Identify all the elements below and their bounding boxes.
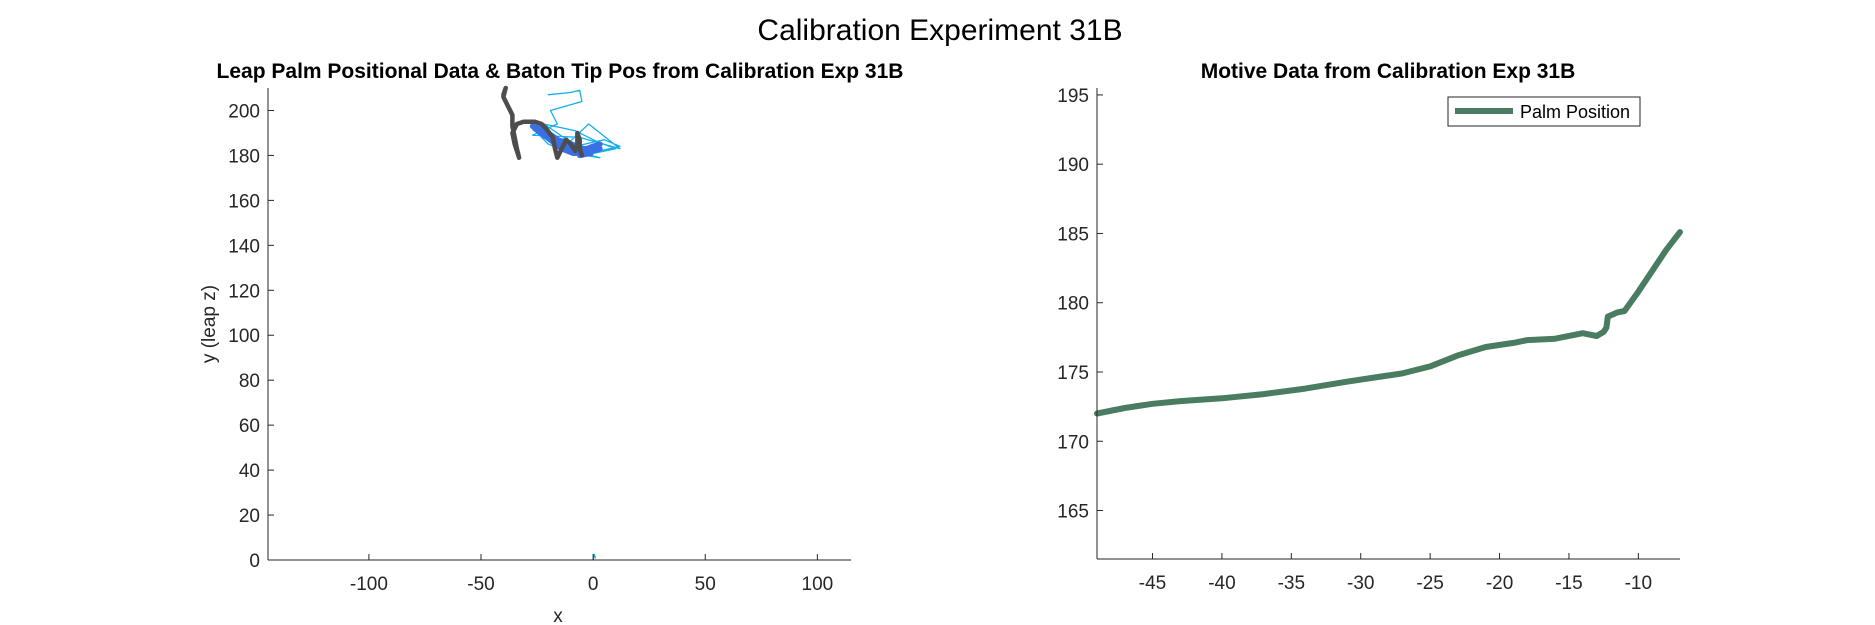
palm-trace-2: [501, 85, 585, 160]
y-tick-label: 160: [228, 191, 260, 212]
y-tick-label: 40: [239, 461, 260, 482]
x-tick-label: -30: [1347, 573, 1374, 594]
y-tick-label: 165: [1057, 502, 1089, 523]
motive-plot: Motive Data from Calibration Exp 31B -45…: [1057, 60, 1683, 594]
x-tick-label: 50: [695, 574, 716, 595]
x-tick-label: 100: [802, 574, 834, 595]
y-tick-label: 120: [228, 281, 260, 302]
y-tick-label: 140: [228, 236, 260, 257]
y-tick-label: 0: [249, 551, 260, 572]
y-tick-label: 170: [1057, 432, 1089, 453]
figure-title: Calibration Experiment 31B: [757, 14, 1122, 47]
motive-plot-legend: Palm Position: [1447, 96, 1641, 127]
y-tick-label: 100: [228, 326, 260, 347]
y-tick-label: 80: [239, 371, 260, 392]
y-tick-label: 185: [1057, 224, 1089, 245]
motive-plot-title: Motive Data from Calibration Exp 31B: [1201, 60, 1576, 83]
leap-palm-plot: Leap Palm Positional Data & Baton Tip Po…: [199, 60, 903, 625]
x-tick-label: -15: [1555, 573, 1582, 594]
y-tick-label: 190: [1057, 155, 1089, 176]
x-tick-label: -50: [467, 574, 494, 595]
y-tick-label: 60: [239, 416, 260, 437]
x-tick-label: -45: [1139, 573, 1166, 594]
x-tick-label: -25: [1416, 573, 1443, 594]
y-tick-label: 200: [228, 101, 260, 122]
y-tick-label: 20: [239, 506, 260, 527]
palm-position-line: [1094, 229, 1683, 417]
y-tick-label: 180: [228, 146, 260, 167]
y-tick-label: 195: [1057, 86, 1089, 107]
y-tick-label: 175: [1057, 363, 1089, 384]
x-tick-label: -10: [1625, 573, 1652, 594]
legend-label-palm-position: Palm Position: [1520, 102, 1630, 122]
x-tick-label: -35: [1278, 573, 1305, 594]
leap-plot-axes: -100 -50 0 50 100 0 20 40 60 80 100 120 140 160 180 200: [228, 88, 851, 595]
x-tick-label: -40: [1208, 573, 1235, 594]
y-tick-label: 180: [1057, 294, 1089, 315]
motive-plot-axes: -45 -40 -35 -30 -25 -20 -15 -10 165 170 175 180 185 1…: [1057, 86, 1680, 594]
x-tick-label: -100: [350, 574, 388, 595]
x-tick-label: -20: [1486, 573, 1513, 594]
leap-plot-x-label: x: [553, 606, 563, 625]
leap-plot-y-label: y (leap z): [199, 285, 220, 363]
motive-plot-series: [1094, 229, 1683, 417]
leap-plot-title: Leap Palm Positional Data & Baton Tip Po…: [217, 60, 904, 83]
leap-plot-series: [501, 85, 621, 561]
x-tick-label: 0: [588, 574, 599, 595]
